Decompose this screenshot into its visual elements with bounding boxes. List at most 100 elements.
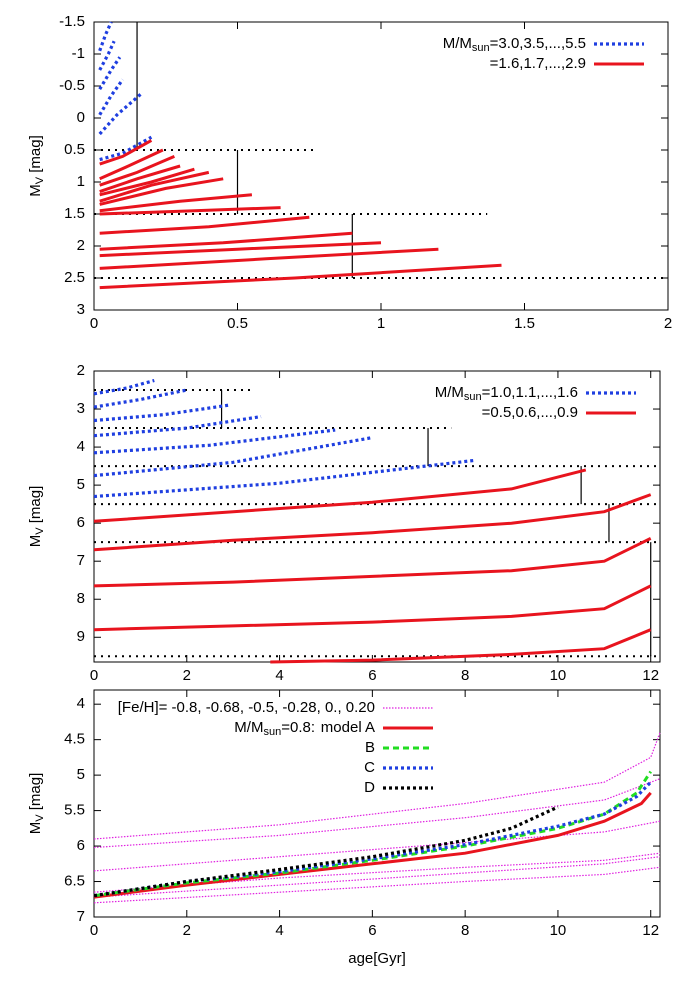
legend-label: C [364,759,375,776]
x-tick-label: 4 [275,667,283,684]
subscript: V [34,814,46,822]
series-line [270,628,652,664]
plot-frame [93,689,661,918]
series-line [93,378,155,396]
text-part: M/M [443,35,472,52]
text-part: [mag] [27,135,44,177]
subscript: V [34,176,46,184]
y-tick-label: 7 [77,908,85,925]
y-tick-label: 6 [77,514,85,531]
series-line [98,40,116,71]
series-line [93,866,661,904]
x-axis-label: age[Gyr] [348,950,406,967]
series-line [93,820,661,872]
y-tick-label: 4.5 [64,731,85,748]
y-tick-label: -1.5 [59,13,85,30]
text-part: M/M [234,719,263,736]
text-part: =1.0,1.1,...,1.6 [482,384,578,401]
legend-label: =1.6,1.7,...,2.9 [490,55,586,72]
y-tick-label: -0.5 [59,77,85,94]
series-line [99,247,439,270]
x-tick-label: 10 [550,922,567,939]
series-line [98,91,144,136]
series-line [93,493,652,552]
legend-label: D [364,779,375,796]
series-line [93,458,475,499]
subscript: sun [263,726,281,738]
subscript: V [34,527,46,535]
series-line [98,21,113,52]
series-line [99,193,253,213]
y-tick-label: 8 [77,590,85,607]
series-line [99,135,153,162]
x-tick-label: 12 [642,667,659,684]
text-part: B [365,739,375,756]
text-part: M/M [435,384,464,401]
series-line [93,584,652,632]
series-line [99,206,281,216]
x-tick-label: 1.5 [514,315,535,332]
x-tick-label: 6 [368,922,376,939]
text-part: C [364,759,375,776]
y-tick-label: 3 [77,400,85,417]
y-tick-label: 0.5 [64,141,85,158]
series-line [93,732,661,840]
series-line [99,231,353,251]
x-tick-label: 2 [183,922,191,939]
y-tick-label: 2 [77,362,85,379]
series-line [99,170,210,203]
y-tick-label: 3 [77,301,85,318]
y-tick-label: 6.5 [64,873,85,890]
y-tick-label: 5 [77,766,85,783]
series-line [98,56,122,91]
y-tick-label: 2.5 [64,269,85,286]
plot-frame [93,370,661,663]
series-line [99,148,164,181]
series-line [93,436,373,478]
legend-label: M/Msun=1.0,1.1,...,1.6 [435,384,578,403]
y-tick-label: 5.5 [64,802,85,819]
legend-label: M/Msun=3.0,3.5,...,5.5 [443,35,586,54]
series-line [93,403,229,423]
series-line [99,155,175,187]
y-tick-label: 9 [77,628,85,645]
text-part: M [27,184,44,197]
series-line [99,139,153,166]
text-part: model A [321,719,375,736]
y-tick-label: 5 [77,476,85,493]
legend-label: =0.5,0.6,...,0.9 [482,404,578,421]
x-tick-label: 2 [664,315,672,332]
y-tick-label: 4 [77,695,85,712]
x-tick-label: 0 [90,667,98,684]
y-tick-label: -1 [72,45,85,62]
text-part: M [27,535,44,548]
text-part: =3.0,3.5,...,5.5 [490,35,586,52]
y-axis-label: MV [mag] [27,486,46,548]
text-part: [mag] [27,773,44,815]
x-tick-label: 12 [642,922,659,939]
series-line [99,215,310,235]
subscript: sun [464,391,482,403]
series-line [93,415,262,438]
series-line [99,167,195,197]
series-line [99,241,382,258]
x-tick-label: 8 [461,922,469,939]
text-part: =0.5,0.6,...,0.9 [482,404,578,421]
text-part: =1.6,1.7,...,2.9 [490,55,586,72]
x-tick-label: 0.5 [227,315,248,332]
series-line [93,428,336,455]
x-tick-label: 1 [377,315,385,332]
x-tick-label: 10 [550,667,567,684]
text-part: [mag] [27,486,44,528]
y-tick-label: 1 [77,173,85,190]
y-tick-label: 6 [77,837,85,854]
y-tick-label: 4 [77,438,85,455]
text-part: M [27,822,44,835]
text-part: =0.8: [281,719,315,736]
series-line [99,263,502,290]
x-tick-label: 0 [90,315,98,332]
x-tick-label: 0 [90,922,98,939]
y-tick-label: 1.5 [64,205,85,222]
